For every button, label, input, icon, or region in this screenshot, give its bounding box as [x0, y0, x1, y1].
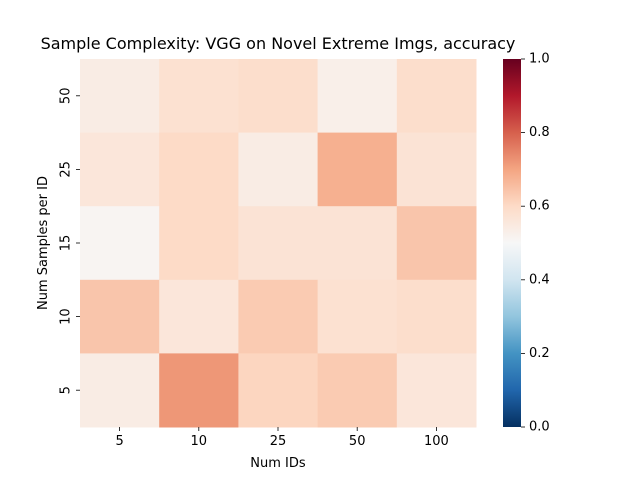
chart-title: Sample Complexity: VGG on Novel Extreme … — [41, 34, 516, 53]
x-tick-label: 25 — [270, 434, 287, 449]
heatmap-cells — [80, 59, 477, 428]
heatmap-cell — [159, 59, 239, 134]
x-tick-label: 10 — [191, 434, 208, 449]
heatmap-cell — [317, 206, 398, 281]
heatmap-cell — [159, 279, 239, 354]
heatmap-cell — [80, 206, 160, 281]
y-tick-label: 10 — [59, 308, 74, 325]
heatmap-cell — [159, 206, 239, 281]
heatmap-cell — [80, 353, 160, 428]
x-tick-label: 50 — [349, 434, 366, 449]
colorbar-gradient — [503, 59, 521, 427]
heatmap-cell — [159, 353, 239, 428]
colorbar-tick-label: 0.8 — [529, 125, 550, 140]
colorbar-tick-label: 0.2 — [529, 346, 550, 361]
heatmap-cell — [317, 353, 398, 428]
heatmap-cell — [80, 132, 160, 207]
colorbar: 0.0 0.2 0.4 0.6 0.8 1.0 — [503, 52, 550, 435]
heatmap-cell — [396, 206, 477, 281]
x-axis-label: Num IDs — [250, 456, 306, 471]
heatmap-cell — [396, 59, 477, 134]
heatmap-cell — [238, 132, 319, 207]
heatmap-cell — [396, 353, 477, 428]
y-axis-ticks: 50 25 15 10 5 — [59, 88, 80, 394]
y-tick-label: 5 — [59, 386, 74, 394]
colorbar-tick-label: 1.0 — [529, 52, 550, 67]
heatmap-cell — [159, 132, 239, 207]
heatmap-cell — [238, 59, 319, 134]
colorbar-tick-label: 0.6 — [529, 199, 550, 214]
y-tick-label: 15 — [59, 235, 74, 252]
y-axis-label: Num Samples per ID — [36, 176, 51, 310]
heatmap-cell — [317, 59, 398, 134]
x-axis-ticks: 5 10 25 50 100 — [115, 427, 449, 449]
colorbar-tick-label: 0.4 — [529, 272, 550, 287]
heatmap-cell — [80, 279, 160, 354]
heatmap-cell — [396, 279, 477, 354]
heatmap-cell — [238, 206, 319, 281]
x-tick-label: 5 — [115, 434, 123, 449]
heatmap-cell — [317, 279, 398, 354]
y-tick-label: 25 — [59, 161, 74, 178]
x-tick-label: 100 — [424, 434, 449, 449]
heatmap-cell — [238, 279, 319, 354]
y-tick-label: 50 — [59, 88, 74, 105]
heatmap-cell — [317, 132, 398, 207]
colorbar-tick-label: 0.0 — [529, 420, 550, 435]
heatmap-cell — [80, 59, 160, 134]
heatmap-cell — [238, 353, 319, 428]
colorbar-ticks: 0.0 0.2 0.4 0.6 0.8 1.0 — [521, 52, 550, 435]
heatmap-cell — [396, 132, 477, 207]
